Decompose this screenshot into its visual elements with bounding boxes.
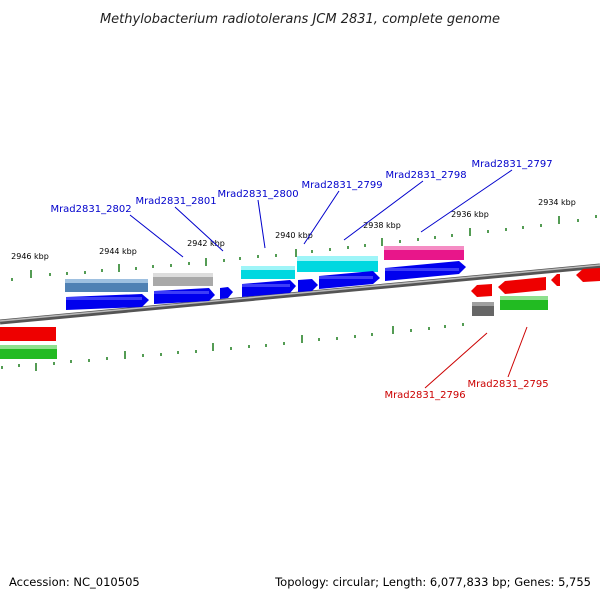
forward-label-leaders xyxy=(129,169,513,258)
tick-label-2940: 2940 kbp xyxy=(275,231,313,240)
gene-label-2797[interactable]: Mrad2831_2797 xyxy=(471,159,552,170)
tick-label-2942: 2942 kbp xyxy=(187,239,225,248)
cds-arrow-2799[interactable] xyxy=(319,271,380,289)
cds-arrow-left-edge[interactable] xyxy=(0,327,56,341)
tick-label-2934: 2934 kbp xyxy=(538,198,576,207)
gene-label-2798[interactable]: Mrad2831_2798 xyxy=(385,170,466,181)
tick-label-2938: 2938 kbp xyxy=(363,221,401,230)
cds-arrow-2795[interactable] xyxy=(498,277,546,294)
reverse-gene-bars xyxy=(0,296,548,359)
reverse-scale-ticks xyxy=(1,323,464,371)
gene-label-2795[interactable]: Mrad2831_2795 xyxy=(467,379,548,390)
genome-title: Methylobacterium radiotolerans JCM 2831,… xyxy=(100,12,500,27)
reverse-cds-arrows xyxy=(0,268,600,341)
tick-label-2936: 2936 kbp xyxy=(451,210,489,219)
tick-label-2944: 2944 kbp xyxy=(99,247,137,256)
cds-arrow-2793[interactable] xyxy=(576,268,600,282)
cds-arrow-2796[interactable] xyxy=(471,284,492,297)
gene-label-2799[interactable]: Mrad2831_2799 xyxy=(301,180,382,191)
genome-summary-text: Topology: circular; Length: 6,077,833 bp… xyxy=(274,575,591,589)
gene-label-2801[interactable]: Mrad2831_2801 xyxy=(135,196,216,207)
cds-arrow-2800b[interactable] xyxy=(298,279,318,292)
forward-scale-ticks xyxy=(11,215,597,281)
gene-label-2800[interactable]: Mrad2831_2800 xyxy=(217,189,298,200)
cds-arrow-2794[interactable] xyxy=(551,274,560,286)
genome-backbone-highlight xyxy=(0,264,600,322)
forward-gene-bars xyxy=(65,246,464,292)
reverse-label-leaders xyxy=(424,326,528,389)
tick-label-2946: 2946 kbp xyxy=(11,252,49,261)
cds-arrow-2801b[interactable] xyxy=(220,287,233,299)
gene-label-2796[interactable]: Mrad2831_2796 xyxy=(384,390,465,401)
genome-backbone xyxy=(0,263,600,325)
gene-label-2802[interactable]: Mrad2831_2802 xyxy=(50,204,131,215)
accession-text: Accession: NC_010505 xyxy=(9,575,140,589)
